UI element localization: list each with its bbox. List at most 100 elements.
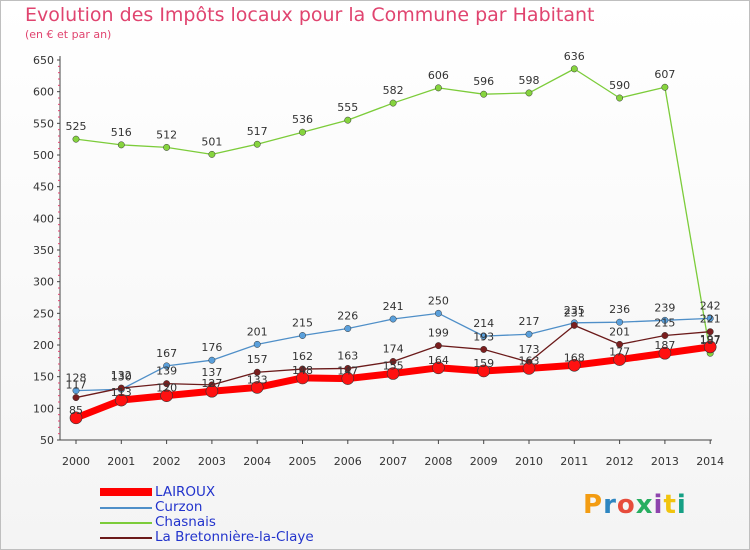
x-tick-label: 2008 xyxy=(424,455,452,468)
data-label-lairoux: 133 xyxy=(247,373,268,386)
data-label-lairoux: 164 xyxy=(428,354,449,367)
data-point-curzon xyxy=(480,332,488,340)
data-label-chasnais: 636 xyxy=(564,50,585,63)
data-label-curzon: 217 xyxy=(519,315,540,328)
x-tick-label: 2010 xyxy=(515,455,543,468)
data-label-chasnais: 606 xyxy=(428,69,449,82)
data-label-chasnais: 501 xyxy=(201,135,222,148)
data-point-chasnais xyxy=(570,65,578,73)
data-point-lairoux xyxy=(477,364,491,378)
data-point-la-bretonni-re-la-claye xyxy=(344,364,352,372)
data-point-la-bretonni-re-la-claye xyxy=(616,340,624,348)
data-point-curzon xyxy=(434,309,442,317)
x-tick-label: 2009 xyxy=(470,455,498,468)
data-label-chasnais: 596 xyxy=(473,75,494,88)
y-tick-label: 350 xyxy=(33,244,54,257)
data-point-chasnais xyxy=(434,84,442,92)
data-label-la-bretonni-re-la-claye: 117 xyxy=(66,379,87,392)
data-point-la-bretonni-re-la-claye xyxy=(434,342,442,350)
data-label-la-bretonni-re-la-claye: 199 xyxy=(428,327,449,340)
data-point-lairoux xyxy=(613,353,626,366)
legend-swatch-chasnais xyxy=(100,522,152,524)
data-point-chasnais xyxy=(299,128,306,136)
data-label-lairoux: 168 xyxy=(564,351,585,364)
data-label-curzon: 214 xyxy=(473,317,494,330)
x-tick-label: 2003 xyxy=(198,455,226,468)
proxiti-logo: Proxiti xyxy=(583,490,687,520)
data-label-lairoux: 159 xyxy=(473,357,494,370)
x-tick-label: 2000 xyxy=(62,455,90,468)
data-label-lairoux: 163 xyxy=(519,354,540,367)
data-label-la-bretonni-re-la-claye: 137 xyxy=(201,366,222,379)
x-tick-label: 2004 xyxy=(243,455,271,468)
data-point-la-bretonni-re-la-claye xyxy=(389,358,397,365)
data-point-lairoux xyxy=(205,384,219,398)
x-tick-label: 2005 xyxy=(289,455,317,468)
data-label-lairoux: 85 xyxy=(69,404,83,417)
data-label-la-bretonni-re-la-claye: 163 xyxy=(337,349,358,362)
data-label-la-bretonni-re-la-claye: 215 xyxy=(654,317,675,330)
data-label-chasnais: 512 xyxy=(156,128,177,141)
data-label-curzon: 130 xyxy=(111,370,132,383)
chart-subtitle: (en € et par an) xyxy=(25,28,112,41)
data-label-la-bretonni-re-la-claye: 162 xyxy=(292,350,313,363)
data-point-lairoux xyxy=(115,393,128,407)
data-label-lairoux: 155 xyxy=(383,360,404,373)
data-point-lairoux xyxy=(386,367,400,380)
x-tick-label: 2001 xyxy=(107,455,135,468)
y-tick-label: 400 xyxy=(33,212,54,225)
legend-label-curzon: Curzon xyxy=(155,499,203,515)
data-label-curzon: 167 xyxy=(156,347,177,360)
data-point-la-bretonni-re-la-claye xyxy=(72,394,80,402)
data-label-curzon: 235 xyxy=(564,304,585,317)
data-point-chasnais xyxy=(253,140,261,148)
data-point-la-bretonni-re-la-claye xyxy=(163,380,171,388)
x-tick-label: 2012 xyxy=(606,455,634,468)
data-point-chasnais xyxy=(661,83,669,91)
data-point-curzon xyxy=(299,332,306,339)
x-tick-label: 2002 xyxy=(153,455,181,468)
y-tick-label: 650 xyxy=(33,54,54,67)
data-point-chasnais xyxy=(208,150,216,158)
data-point-chasnais xyxy=(480,90,488,98)
data-label-chasnais: 536 xyxy=(292,113,313,126)
data-label-la-bretonni-re-la-claye: 221 xyxy=(700,313,721,326)
data-point-chasnais xyxy=(72,135,80,143)
y-tick-label: 50 xyxy=(40,434,54,447)
data-label-lairoux: 147 xyxy=(337,365,358,378)
legend-swatch-la-bretonniere xyxy=(100,537,152,539)
data-label-lairoux: 120 xyxy=(156,382,177,395)
data-point-lairoux xyxy=(69,411,83,425)
data-point-chasnais xyxy=(344,116,352,124)
y-tick-label: 600 xyxy=(33,86,54,99)
data-point-lairoux xyxy=(522,362,536,375)
data-label-lairoux: 127 xyxy=(201,377,222,390)
y-tick-label: 100 xyxy=(33,402,54,415)
data-label-curzon: 201 xyxy=(247,325,268,338)
data-label-curzon: 250 xyxy=(428,294,449,307)
data-point-la-bretonni-re-la-claye xyxy=(570,321,578,329)
legend-label-lairoux: LAIROUX xyxy=(155,484,216,500)
y-tick-label: 550 xyxy=(33,117,54,130)
y-tick-label: 150 xyxy=(33,371,54,384)
legend-swatch-curzon xyxy=(100,507,152,509)
data-label-chasnais: 590 xyxy=(609,79,630,92)
data-point-la-bretonni-re-la-claye xyxy=(253,368,261,376)
x-tick-label: 2006 xyxy=(334,455,362,468)
data-label-chasnais: 555 xyxy=(337,101,358,114)
data-label-la-bretonni-re-la-claye: 157 xyxy=(247,353,268,366)
data-point-curzon xyxy=(72,387,80,395)
data-label-curzon: 239 xyxy=(654,301,675,314)
data-point-curzon xyxy=(163,362,171,370)
chart-title: Evolution des Impôts locaux pour la Comm… xyxy=(25,4,595,26)
data-point-curzon xyxy=(344,325,352,332)
data-label-curzon: 242 xyxy=(700,299,721,312)
data-point-curzon xyxy=(389,315,397,323)
data-point-la-bretonni-re-la-claye xyxy=(480,345,488,353)
data-label-la-bretonni-re-la-claye: 174 xyxy=(383,342,404,355)
data-point-curzon xyxy=(706,314,714,322)
data-point-chasnais xyxy=(163,143,171,151)
legend-label-la-bretonniere: La Bretonnière-la-Claye xyxy=(155,529,314,545)
x-tick-label: 2014 xyxy=(696,455,724,468)
